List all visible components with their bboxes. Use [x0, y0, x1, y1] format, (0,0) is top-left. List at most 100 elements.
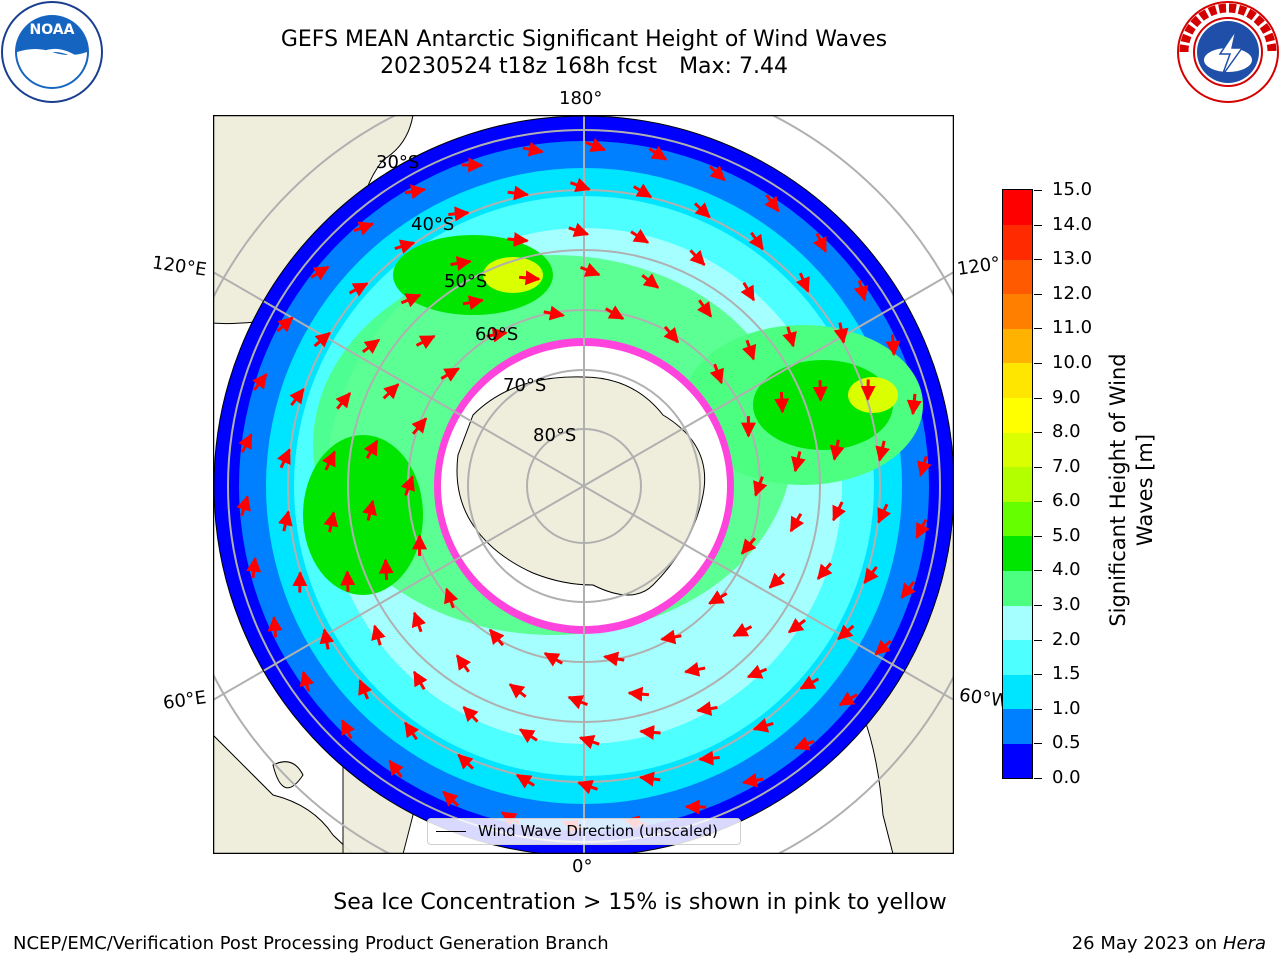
colorbar-tick-label: 7.0 [1052, 455, 1081, 477]
wave-arrow [518, 270, 541, 286]
wave-arrow [348, 282, 369, 297]
wave-arrow [663, 325, 680, 344]
wave-arrow [362, 499, 377, 521]
wave-arrow [660, 629, 682, 645]
wave-arrow [877, 503, 892, 524]
wave-arrow [440, 367, 460, 382]
wave-arrow [411, 611, 426, 633]
wave-arrow [313, 331, 331, 348]
footer-date-text: 26 May 2023 on [1071, 933, 1218, 954]
wave-arrow [639, 724, 661, 740]
colorbar-tick [1034, 224, 1042, 226]
wave-arrow [543, 305, 565, 321]
wave-arrow [404, 184, 427, 200]
colorbar-tick [1034, 259, 1042, 261]
wave-arrow [708, 590, 728, 605]
wave-arrow [812, 232, 827, 253]
chart-title: GEFS MEAN Antarctic Significant Height o… [280, 27, 888, 52]
chart-subtitle: 20230524 t18z 168h fcst Max: 7.44 [234, 53, 934, 80]
wave-arrow [400, 475, 415, 496]
colorbar-title-line1: Significant Height of Wind [1106, 353, 1130, 627]
forecast-label: 20230524 t18z 168h fcst [380, 54, 658, 79]
wave-arrow [579, 262, 601, 277]
wave-arrow [799, 675, 820, 690]
wave-arrow [444, 587, 459, 609]
wave-arrow [363, 439, 379, 460]
wave-arrow [752, 718, 774, 733]
wave-arrow [740, 281, 756, 302]
wave-arrow [746, 664, 768, 679]
colorbar-tick [1034, 362, 1042, 364]
wave-arrow [577, 780, 599, 795]
colorbar-tick [1034, 778, 1042, 779]
colorbar-segment [1003, 190, 1032, 226]
lon-label-120w: 120° [955, 253, 1002, 280]
wave-arrow [782, 326, 797, 348]
legend-line [436, 831, 466, 832]
colorbar-tick-label: 2.0 [1052, 628, 1081, 650]
wave-arrow [748, 231, 764, 251]
colorbar-segment [1003, 605, 1032, 641]
colorbar-tick-label: 5.0 [1052, 524, 1081, 546]
wave-arrow [358, 679, 373, 700]
wave-arrow [415, 334, 436, 350]
colorbar-tick [1034, 397, 1042, 399]
wave-arrow [741, 772, 764, 788]
wave-arrow [793, 736, 815, 751]
sea-ice-caption: Sea Ice Concentration > 15% is shown in … [333, 890, 947, 915]
footer-host: Hera [1222, 933, 1266, 954]
colorbar-tick-label: 8.0 [1052, 421, 1081, 443]
wave-arrow [382, 383, 400, 400]
wave-arrow [604, 305, 625, 320]
colorbar-tick-label: 1.5 [1052, 663, 1081, 685]
wave-arrow [764, 194, 780, 213]
colorbar-tick-label: 4.0 [1052, 559, 1081, 581]
wave-arrow [411, 417, 428, 435]
antarctica-land [456, 376, 706, 596]
wave-arrow [276, 448, 291, 469]
colorbar-tick-label: 0.5 [1052, 732, 1081, 754]
colorbar-tick [1034, 639, 1042, 641]
wave-arrow [837, 624, 855, 641]
wave-arrow [412, 670, 428, 691]
wave-arrow [732, 622, 753, 638]
wave-arrow [578, 734, 600, 750]
wave-arrow [515, 773, 535, 789]
wave-arrow [543, 652, 564, 667]
footer-date: 26 May 2023 on Hera [1072, 933, 1266, 954]
wave-arrow [693, 202, 711, 219]
colorbar-segment [1003, 674, 1032, 710]
wave-arrow [906, 393, 922, 416]
wave-arrow [276, 316, 294, 333]
wave-arrow [838, 691, 858, 707]
wave-arrow [400, 293, 422, 308]
wave-arrow [603, 651, 625, 667]
wave-arrow [863, 565, 879, 584]
wave-arrow [450, 256, 472, 271]
wave-arrow [569, 177, 591, 192]
wave-arrow [874, 639, 892, 656]
wave-arrow [371, 624, 386, 646]
wave-arrow [388, 759, 404, 778]
wave-arrow [507, 232, 529, 248]
lat-label-50: 50°S [444, 271, 487, 292]
colorbar-segment [1003, 743, 1032, 779]
lat-label-80: 80°S [533, 425, 576, 446]
colorbar-segment [1003, 501, 1032, 537]
wave-arrow [638, 771, 661, 787]
noaa-logo-text: NOAA [30, 22, 75, 38]
wave-arrow [791, 451, 806, 473]
colorbar-tick-label: 13.0 [1052, 248, 1093, 270]
colorbar-segment [1003, 432, 1032, 468]
wave-arrow [585, 137, 606, 152]
wave-arrow [267, 615, 283, 638]
legend-label: Wind Wave Direction (unscaled) [478, 822, 718, 840]
wave-arrow [696, 701, 718, 716]
colorbar-tick-label: 0.0 [1052, 767, 1081, 788]
wave-arrow [236, 495, 251, 517]
wave-arrow [630, 228, 650, 244]
colorbar-tick [1034, 293, 1042, 295]
colorbar-tick [1034, 674, 1042, 676]
wave-arrow [853, 280, 869, 302]
wave-arrow [829, 439, 845, 461]
